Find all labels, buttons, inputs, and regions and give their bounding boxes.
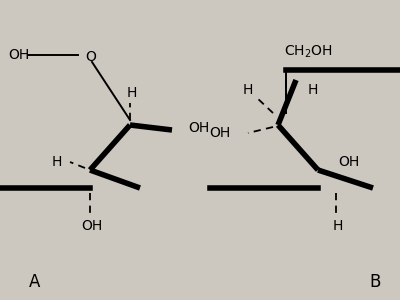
Text: H: H [243,83,253,97]
Text: H: H [127,86,137,100]
Text: CH$_2$OH: CH$_2$OH [284,44,332,60]
Text: OH: OH [188,121,209,135]
Text: OH: OH [338,155,359,169]
Text: H: H [308,83,318,97]
Text: O: O [85,50,96,64]
Text: OH: OH [209,126,230,140]
Text: H: H [333,219,343,233]
Text: OH: OH [8,48,29,62]
Text: A: A [29,273,41,291]
Text: OH: OH [81,219,103,233]
Text: B: B [369,273,381,291]
Text: H: H [52,155,62,169]
